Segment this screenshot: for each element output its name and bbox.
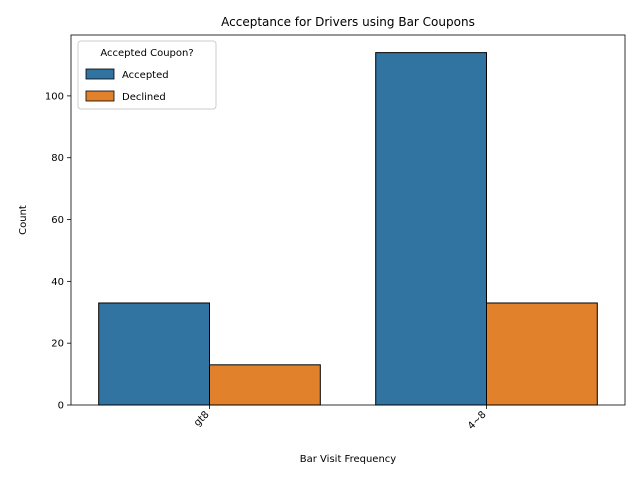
legend: Accepted Coupon? Accepted Declined [77,40,217,110]
bar-declined-1 [486,302,598,406]
x-tick-label-0: gt8 [192,409,212,429]
x-tick-label-1: 4~8 [466,409,489,432]
legend-swatch-accepted [85,68,115,80]
y-tick-label-4: 80 [51,153,64,164]
legend-title: Accepted Coupon? [100,48,193,59]
legend-label-declined: Declined [122,92,166,103]
y-axis-label: Count [18,205,29,235]
y-tick-label-0: 0 [58,401,64,412]
bar-accepted-0 [98,302,210,406]
chart-title: Acceptance for Drivers using Bar Coupons [221,15,475,29]
bar-declined-0 [209,364,321,406]
x-axis-label: Bar Visit Frequency [300,454,397,465]
y-tick-label-3: 60 [51,215,64,226]
legend-swatch-declined [85,90,115,102]
legend-label-accepted: Accepted [122,70,169,81]
bars-layer [98,52,598,406]
y-tick-label-1: 20 [51,339,64,350]
y-tick-label-5: 100 [45,91,64,102]
bar-accepted-1 [375,52,488,406]
plot-frame [70,34,626,406]
y-tick-label-2: 40 [51,277,64,288]
axes-layer: 0 20 40 60 80 100 gt8 4~8 [45,34,626,432]
